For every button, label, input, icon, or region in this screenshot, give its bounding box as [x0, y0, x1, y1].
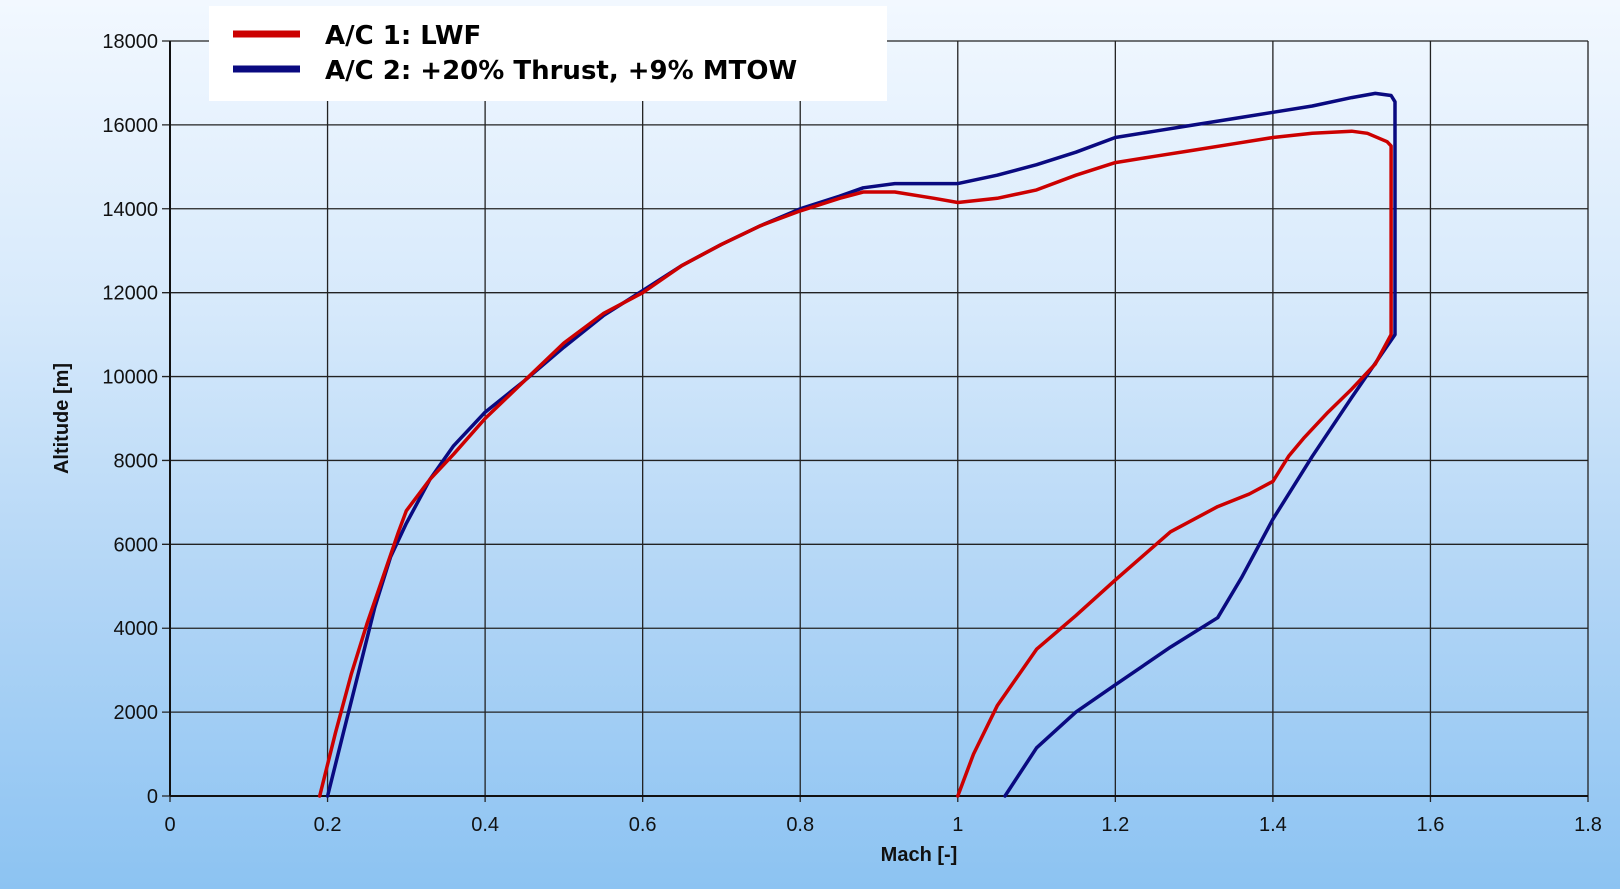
legend-box: [209, 6, 887, 101]
y-tick-label: 4000: [114, 618, 159, 640]
x-tick-label: 0.4: [471, 814, 499, 836]
series-line-ac2: [325, 91, 1397, 798]
x-tick-label: 1: [952, 814, 963, 836]
x-tick-label: 0.8: [786, 814, 814, 836]
grid-lines: [162, 40, 1589, 802]
series-line-ac1: [317, 129, 1393, 798]
legend-label-ac1: A/C 1: LWF: [325, 21, 481, 51]
y-tick-label: 6000: [114, 534, 159, 556]
y-tick-label: 18000: [102, 31, 158, 53]
series-lines: [317, 91, 1397, 798]
x-tick-label: 1.2: [1101, 814, 1129, 836]
legend-label-ac2: A/C 2: +20% Thrust, +9% MTOW: [325, 56, 797, 86]
x-axis-label: Mach [-]: [881, 844, 958, 866]
tick-labels: 0 0.2 0.4 0.6 0.8 1 1.2 1.4 1.6 1.8 0 2000 4000 6000 8…: [102, 31, 1602, 836]
y-tick-label: 12000: [102, 283, 158, 305]
x-tick-label: 0: [164, 814, 175, 836]
plot-area: [170, 41, 1588, 796]
y-tick-label: 16000: [102, 115, 158, 137]
y-tick-label: 0: [147, 786, 158, 808]
x-tick-label: 0.6: [629, 814, 657, 836]
x-tick-label: 1.8: [1574, 814, 1602, 836]
y-axis-label: Altitude [m]: [51, 363, 73, 474]
y-tick-label: 8000: [114, 450, 159, 472]
y-tick-label: 14000: [102, 199, 158, 221]
y-tick-label: 2000: [114, 702, 159, 724]
y-tick-label: 10000: [102, 367, 158, 389]
x-tick-label: 1.6: [1417, 814, 1445, 836]
legend: A/C 1: LWF A/C 2: +20% Thrust, +9% MTOW: [209, 6, 887, 101]
x-tick-label: 0.2: [314, 814, 342, 836]
x-tick-label: 1.4: [1259, 814, 1287, 836]
